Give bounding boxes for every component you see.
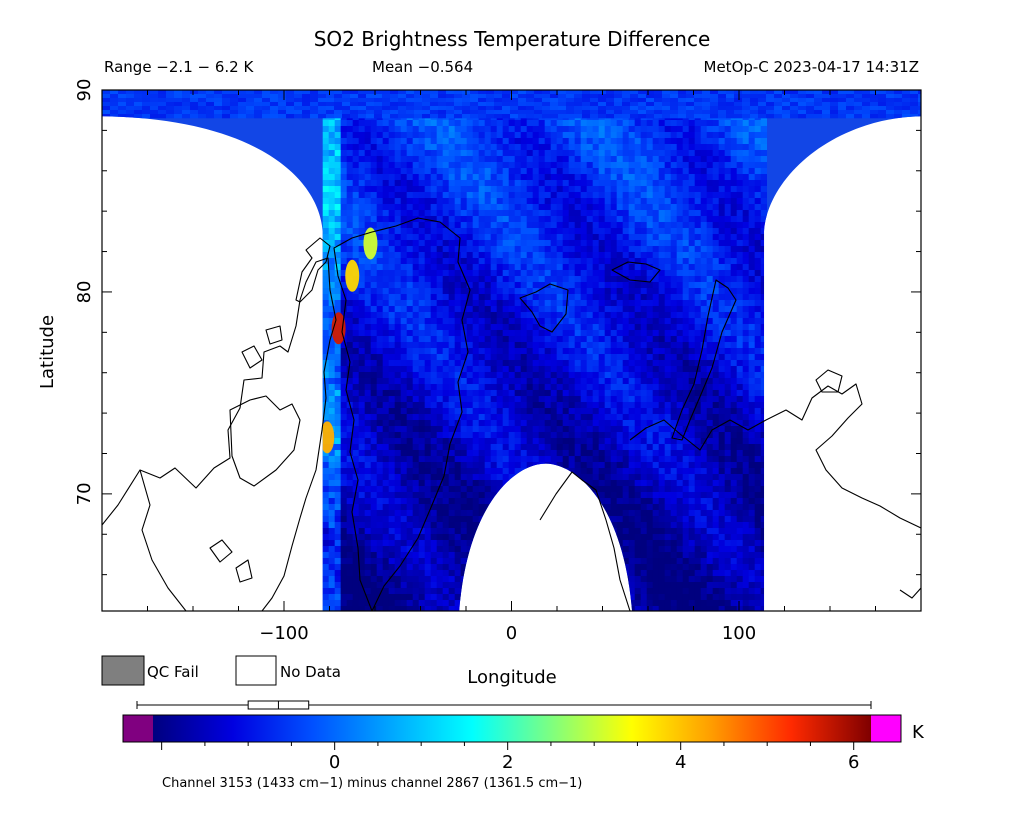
colorbar-tick-labels: 0 2 4 6 [329, 752, 859, 773]
y-axis-label: Latitude [37, 315, 58, 389]
qc-fail-label: QC Fail [147, 663, 199, 681]
y-axis-ticks [102, 89, 921, 576]
satellite-text: MetOp-C 2023-04-17 14:31Z [704, 58, 919, 76]
coastline-scandinavia [539, 471, 631, 611]
x-tick-label: 100 [722, 623, 756, 644]
colorbar-under-swatch [123, 715, 153, 742]
coastline-baffin-island [229, 395, 301, 487]
x-tick-labels: −100 0 100 [259, 623, 756, 644]
colorbar: 0 2 4 6 K [122, 714, 925, 773]
coastline-ellesmere [295, 237, 331, 303]
qc-fail-swatch [101, 655, 145, 686]
colorbar-distribution-box [136, 700, 872, 710]
swath-features [320, 227, 378, 454]
x-axis-label: Longitude [467, 667, 557, 688]
colorbar-ticks [161, 742, 855, 750]
coastline-arctic-islands [209, 325, 283, 583]
colorbar-tick-label: 6 [848, 752, 859, 773]
legend-qc-fail: QC Fail [101, 655, 199, 686]
x-tick-label: −100 [259, 623, 308, 644]
colorbar-over-swatch [871, 715, 901, 742]
colorbar-frame [122, 714, 902, 743]
coastline-franz-josef [611, 261, 661, 283]
plot-area [102, 90, 921, 611]
caption: Channel 3153 (1433 cm−1) minus channel 2… [162, 776, 582, 791]
colorbar-unit: K [912, 722, 925, 743]
x-axis-ticks [101, 90, 922, 611]
no-data-swatch [235, 655, 277, 686]
feature-mark [331, 312, 346, 345]
colorbar-tick-label: 0 [329, 752, 340, 773]
coastline-canada-arctic [102, 257, 337, 611]
chart-title: SO2 Brightness Temperature Difference [314, 27, 711, 51]
y-tick-labels: 70 80 90 [74, 79, 95, 506]
no-data-label: No Data [280, 663, 341, 681]
feature-mark [363, 227, 378, 260]
feature-mark [320, 421, 335, 454]
colorbar-tick-label: 2 [502, 752, 513, 773]
y-tick-label: 90 [74, 79, 95, 102]
x-tick-label: 0 [506, 623, 517, 644]
coastline-novaya-zemlya [671, 279, 737, 441]
feature-mark [345, 259, 360, 292]
colorbar-gradient [153, 715, 871, 742]
y-tick-label: 80 [74, 280, 95, 303]
coastlines [102, 217, 921, 611]
swath-cells [102, 90, 921, 611]
colorbar-tick-label: 4 [675, 752, 686, 773]
coastline-hudson-region [139, 469, 187, 611]
coastline-east-siberia [815, 369, 921, 599]
legend-no-data: No Data [235, 655, 341, 686]
coastline-greenland [333, 217, 471, 611]
coastline-svalbard [519, 283, 569, 333]
range-text: Range −2.1 − 6.2 K [104, 58, 254, 76]
y-tick-label: 70 [74, 482, 95, 505]
coastline-north-russia [629, 383, 921, 529]
mean-text: Mean −0.564 [372, 58, 473, 76]
